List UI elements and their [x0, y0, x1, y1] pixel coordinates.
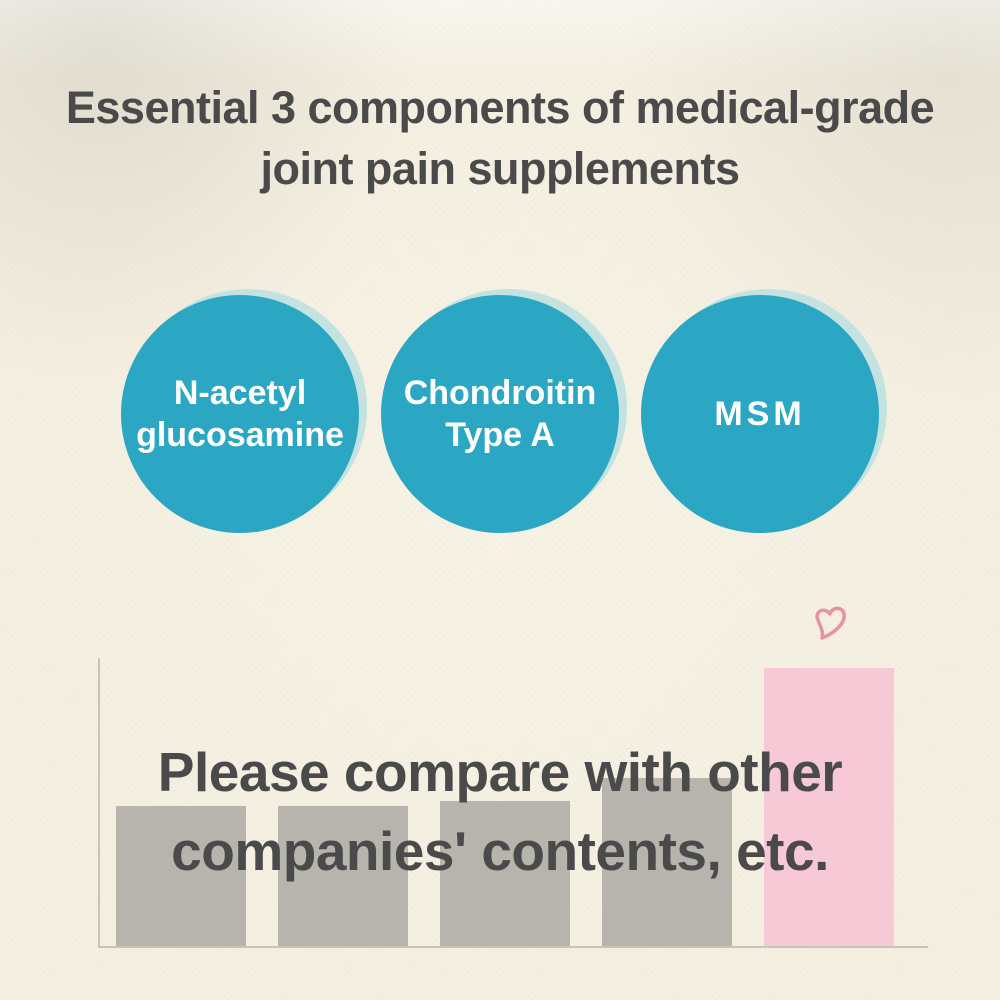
circle-1-fill: N-acetyl glucosamine [121, 295, 359, 533]
title-line-1: Essential 3 components of medical-grade [66, 82, 934, 133]
circle-2-line2: Type A [445, 416, 555, 454]
circle-1: N-acetyl glucosamine [121, 295, 359, 533]
comparison-callout: Please compare with other companies' con… [0, 733, 1000, 893]
circle-3: MSM [641, 295, 879, 533]
circle-1-line1: N-acetyl [174, 374, 306, 412]
circle-2-line1: Chondroitin [404, 374, 597, 412]
heart-icon [808, 598, 858, 648]
circle-1-label: N-acetyl glucosamine [136, 372, 344, 457]
title-line-2: joint pain supplements [260, 143, 739, 194]
circle-3-fill: MSM [641, 295, 879, 533]
page-title: Essential 3 components of medical-grade … [0, 78, 1000, 200]
overlay-line-2: companies' contents, etc. [171, 820, 829, 882]
circle-2-fill: Chondroitin Type A [381, 295, 619, 533]
circle-3-label: MSM [714, 393, 805, 436]
overlay-line-1: Please compare with other [158, 741, 842, 803]
chart-x-axis [98, 946, 928, 948]
circle-2: Chondroitin Type A [381, 295, 619, 533]
component-circles: N-acetyl glucosamine Chondroitin Type A … [0, 295, 1000, 533]
circle-1-line2: glucosamine [136, 416, 344, 454]
circle-2-label: Chondroitin Type A [404, 372, 597, 457]
